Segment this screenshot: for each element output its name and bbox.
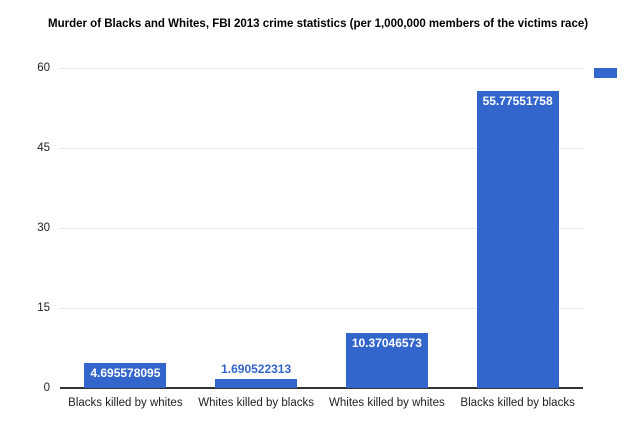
bar-value-annotation: 55.77551758: [482, 93, 553, 108]
plot-area: 4.695578095 1.690522313 10.37046573 55.7755…: [60, 68, 583, 389]
bar-value-annotation: 1.690522313: [221, 361, 292, 376]
bar-value-annotation: 10.37046573: [351, 335, 422, 350]
bar: [345, 332, 428, 388]
bar: [84, 362, 167, 388]
y-axis-tick-label: 45: [37, 142, 50, 154]
x-axis-category-label: Whites killed by whites: [329, 397, 445, 409]
gridline: [60, 228, 583, 229]
y-axis-tick-label: 60: [37, 62, 50, 74]
gridline: [60, 148, 583, 149]
x-axis-category-label: Whites killed by blacks: [198, 397, 314, 409]
x-axis-category-label: Blacks killed by blacks: [460, 397, 575, 409]
y-axis-tick-label: 15: [37, 302, 50, 314]
x-axis-line: [60, 387, 583, 389]
legend-series-swatch: [594, 68, 617, 78]
gridline: [60, 68, 583, 69]
gridline: [60, 308, 583, 309]
x-axis-category-label: Blacks killed by whites: [68, 397, 183, 409]
y-axis-tick-label: 30: [37, 222, 50, 234]
bar-value-annotation: 4.695578095: [90, 365, 161, 380]
chart-title: Murder of Blacks and Whites, FBI 2013 cr…: [48, 18, 589, 30]
bar: [215, 378, 298, 388]
y-axis-tick-label: 0: [43, 382, 50, 394]
bar: [476, 90, 559, 388]
